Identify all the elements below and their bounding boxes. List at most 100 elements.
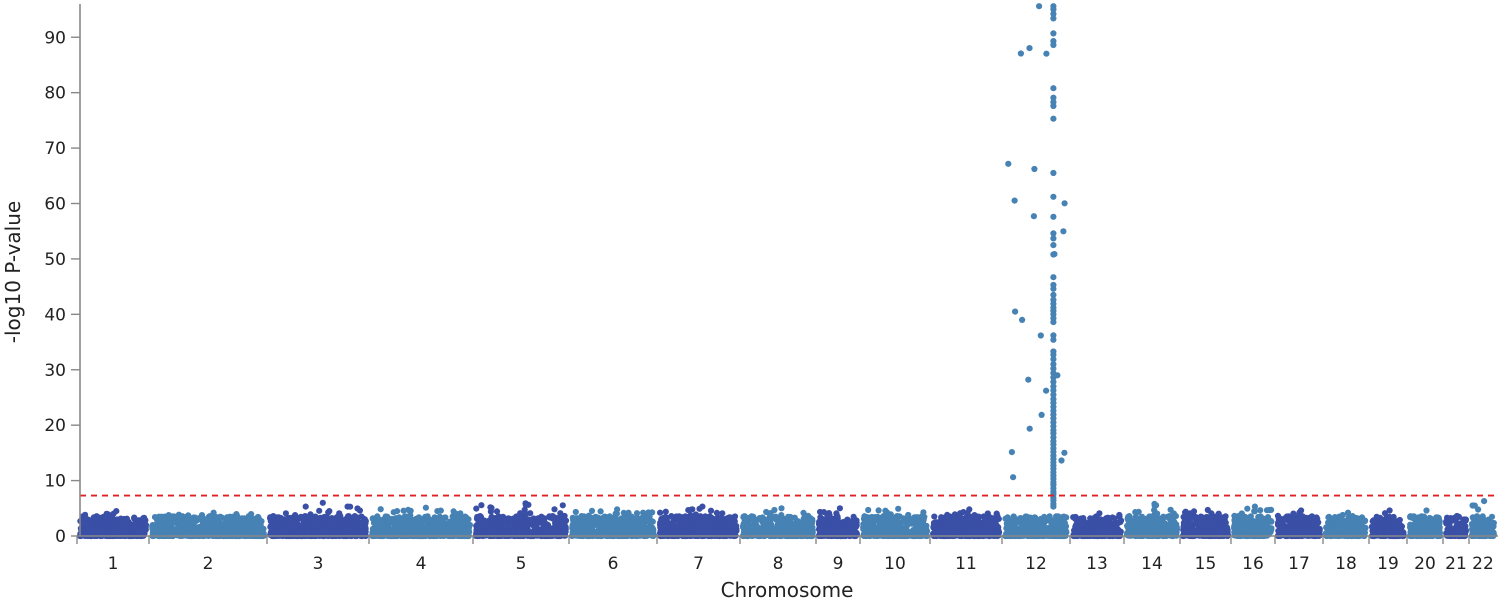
data-point bbox=[337, 521, 344, 528]
data-point-max bbox=[522, 500, 529, 507]
data-point-max bbox=[614, 506, 621, 513]
data-point bbox=[233, 530, 240, 537]
data-point bbox=[130, 525, 137, 533]
data-point bbox=[865, 506, 872, 514]
data-point bbox=[292, 530, 299, 537]
data-point bbox=[517, 510, 524, 517]
data-point bbox=[431, 520, 439, 528]
data-point bbox=[255, 521, 262, 528]
data-point bbox=[778, 514, 785, 522]
data-point bbox=[496, 520, 503, 528]
data-point-max bbox=[319, 499, 326, 506]
data-point bbox=[594, 516, 601, 523]
data-point bbox=[155, 526, 162, 533]
data-point bbox=[114, 527, 121, 535]
data-point bbox=[817, 531, 824, 539]
data-point bbox=[362, 517, 369, 525]
data-point bbox=[549, 527, 556, 534]
data-point bbox=[445, 524, 452, 531]
data-point bbox=[94, 528, 101, 535]
data-point bbox=[473, 505, 480, 512]
data-point bbox=[569, 521, 576, 528]
data-point bbox=[833, 518, 840, 526]
chromosome-7-points bbox=[657, 503, 740, 540]
data-point bbox=[820, 508, 828, 516]
data-point bbox=[400, 507, 407, 514]
data-point bbox=[111, 520, 118, 527]
data-point bbox=[203, 524, 210, 531]
chromosome-2-points bbox=[149, 509, 268, 540]
data-point bbox=[751, 521, 758, 528]
data-point-max bbox=[836, 505, 844, 512]
data-point-max bbox=[895, 505, 902, 512]
data-point bbox=[157, 517, 164, 524]
data-point bbox=[633, 510, 641, 517]
data-point bbox=[215, 517, 223, 525]
data-point bbox=[378, 518, 385, 525]
data-point bbox=[175, 522, 182, 530]
data-point bbox=[903, 515, 910, 523]
data-point bbox=[743, 514, 750, 521]
data-point bbox=[625, 519, 632, 526]
data-point bbox=[398, 520, 405, 527]
data-point bbox=[195, 529, 202, 536]
data-point bbox=[685, 521, 692, 528]
data-point bbox=[117, 515, 124, 522]
data-point bbox=[519, 526, 527, 534]
chromosome-11-points bbox=[930, 506, 1003, 540]
chromosome-4-points bbox=[369, 504, 473, 540]
data-point bbox=[249, 523, 256, 531]
data-point bbox=[572, 508, 579, 516]
data-point bbox=[140, 515, 147, 522]
data-point bbox=[277, 514, 284, 522]
data-point bbox=[541, 520, 548, 527]
data-point-max bbox=[778, 505, 785, 512]
data-point bbox=[190, 517, 197, 524]
data-point bbox=[712, 522, 719, 529]
data-point bbox=[587, 524, 594, 532]
data-point bbox=[97, 521, 104, 528]
data-point bbox=[153, 531, 160, 538]
data-point bbox=[407, 507, 414, 514]
data-point bbox=[830, 525, 837, 532]
data-point bbox=[870, 521, 877, 528]
data-point bbox=[410, 527, 417, 535]
chromosome-10-points bbox=[860, 505, 931, 540]
data-point bbox=[718, 515, 725, 522]
chromosome-5-points bbox=[472, 500, 570, 540]
data-point bbox=[79, 527, 87, 535]
data-point bbox=[330, 522, 337, 530]
data-point bbox=[487, 504, 494, 511]
data-point bbox=[922, 525, 929, 532]
data-point bbox=[580, 524, 588, 531]
data-point bbox=[537, 515, 545, 522]
data-point bbox=[608, 527, 615, 534]
data-point bbox=[796, 531, 803, 538]
data-point bbox=[310, 521, 317, 528]
data-point bbox=[82, 516, 89, 523]
data-point bbox=[240, 523, 247, 530]
chromosome-1-points bbox=[76, 508, 149, 540]
data-point bbox=[931, 513, 938, 520]
data-point bbox=[606, 513, 613, 520]
data-point bbox=[193, 524, 200, 532]
data-point bbox=[331, 517, 338, 524]
data-point bbox=[199, 517, 206, 524]
data-point-max bbox=[422, 504, 429, 511]
data-point bbox=[458, 514, 465, 521]
data-point bbox=[345, 531, 352, 539]
data-point bbox=[463, 519, 470, 526]
data-point bbox=[527, 516, 535, 523]
data-point bbox=[626, 528, 633, 535]
data-point bbox=[534, 526, 541, 533]
data-point bbox=[185, 515, 192, 522]
data-point bbox=[165, 511, 172, 519]
data-point bbox=[140, 531, 148, 539]
data-point bbox=[597, 508, 604, 515]
data-point bbox=[287, 514, 295, 521]
data-point bbox=[306, 515, 314, 522]
data-point bbox=[104, 528, 111, 535]
data-point bbox=[578, 513, 585, 520]
data-point bbox=[270, 513, 277, 520]
